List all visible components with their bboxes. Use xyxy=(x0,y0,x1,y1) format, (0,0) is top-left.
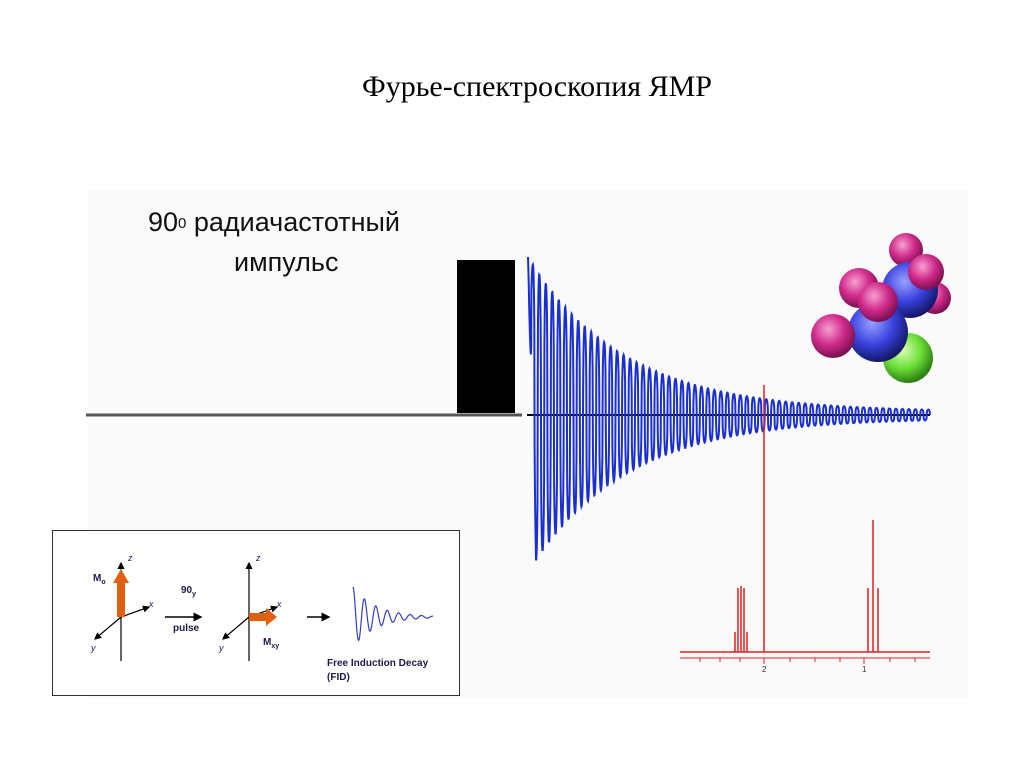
page-title: Фурье-спектроскопия ЯМР xyxy=(362,70,712,103)
m0-label: Mo xyxy=(93,573,106,586)
axis-label-x-2: x xyxy=(277,599,282,609)
spectrum-tick-label: 2 xyxy=(762,665,767,674)
inset-svg xyxy=(94,561,433,661)
mxy-vector-arrow xyxy=(249,608,277,626)
spectrum-axis-ticks xyxy=(699,658,916,664)
pulse-label-angle: 90 xyxy=(148,207,179,237)
pulse-label-line1: радиачастотный xyxy=(186,207,401,237)
pulse-word-label: pulse xyxy=(173,623,200,634)
mini-fid-signal xyxy=(352,586,433,642)
axis-label-z-2: z xyxy=(256,553,261,563)
mxy-label: Mxy xyxy=(263,637,280,650)
spectrum-tick-label: 1 xyxy=(862,665,867,674)
pulse-label-degree: 0 xyxy=(178,215,187,232)
fid-caption: Free Induction Decay (FID) xyxy=(327,658,429,683)
fid-signal xyxy=(527,256,931,561)
nmr-spectrum xyxy=(680,385,930,659)
pulse-label: 900 радиачастотный импульс xyxy=(148,202,400,282)
axis-label-z: z xyxy=(128,553,133,563)
axis-label-y: y xyxy=(91,643,96,653)
pulse-angle-label: 90y xyxy=(181,585,197,598)
ethyl-molecule-model xyxy=(811,233,951,383)
hydrogen-atom xyxy=(908,254,944,290)
rf-pulse-block xyxy=(457,260,515,413)
inset-vector-diagram: z x y Mo 90y pulse z x y Mxy Free Induct… xyxy=(52,530,460,696)
m0-vector-arrow xyxy=(113,569,129,617)
carbon-atom xyxy=(848,302,908,362)
hydrogen-atom xyxy=(811,314,855,358)
axis-label-y-2: y xyxy=(219,643,224,653)
pulse-label-line2: импульс xyxy=(234,247,339,277)
axis-label-x: x xyxy=(149,599,154,609)
hydrogen-atom xyxy=(858,282,898,322)
